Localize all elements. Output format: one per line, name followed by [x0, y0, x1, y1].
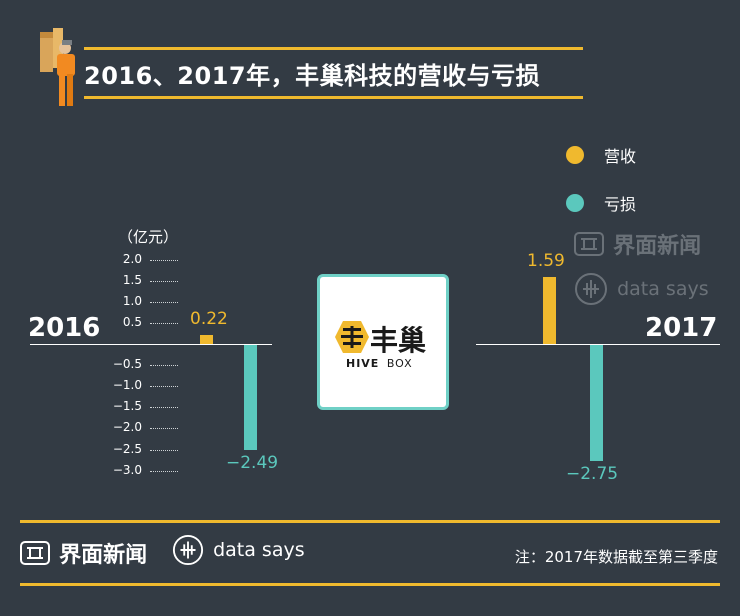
footer-datasays-group: data says	[172, 534, 305, 566]
hivebox-logo-card: 丰巢 HIVE BOX	[317, 274, 449, 410]
y-tick-guide	[150, 386, 178, 388]
y-tick-label: −0.5	[112, 357, 142, 372]
y-tick-label: −2.0	[112, 420, 142, 435]
category-label-2016: 2016	[28, 313, 101, 343]
y-tick-label: −1.0	[112, 378, 142, 393]
category-label-2017: 2017	[645, 313, 718, 343]
legend-label-loss: 亏损	[604, 195, 637, 214]
hivebox-brand-en-a: HIVE	[346, 357, 380, 370]
y-tick-label: −1.5	[112, 399, 142, 414]
bar-revenue-2017	[543, 276, 556, 344]
hivebox-brand-en: HIVE BOX	[346, 357, 413, 370]
footer-brand-group: 界面新闻	[20, 537, 147, 569]
footer-datasays-text: data says	[213, 539, 305, 561]
datasays-footer-logo-icon	[172, 534, 204, 566]
bar-loss-2017	[590, 345, 603, 462]
y-tick-guide	[150, 365, 178, 367]
y-axis-unit: （亿元）	[118, 228, 179, 246]
watermark-datasays-group: data says	[574, 272, 709, 306]
data-label-loss-2016: −2.49	[226, 453, 279, 474]
y-tick-guide	[150, 449, 178, 451]
jiemian-logo-icon	[574, 232, 604, 256]
hivebox-hexagon-icon	[335, 321, 369, 353]
courier-illustration	[40, 28, 75, 106]
y-tick-label: −3.0	[112, 462, 142, 477]
y-tick-label: 1.0	[122, 293, 142, 308]
title-bottom-rule	[84, 96, 583, 99]
y-tick-guide	[150, 259, 178, 261]
y-tick-label: 0.5	[122, 314, 142, 329]
watermark-brand-text: 界面新闻	[613, 234, 702, 259]
datasays-logo-icon	[575, 273, 607, 305]
y-tick-label: 2.0	[122, 251, 142, 266]
jiemian-footer-logo-icon	[20, 541, 50, 565]
legend-swatch-revenue	[566, 146, 584, 164]
title-top-rule	[84, 47, 583, 50]
y-tick-guide	[150, 470, 178, 472]
footer-brand-text: 界面新闻	[59, 543, 148, 568]
y-tick-guide	[150, 301, 178, 303]
baseline-left	[30, 344, 272, 345]
legend-swatch-loss	[566, 194, 584, 212]
data-label-loss-2017: −2.75	[566, 464, 619, 485]
y-tick-guide	[150, 428, 178, 430]
watermark-brand-group: 界面新闻	[574, 228, 701, 260]
footer-top-rule	[20, 520, 720, 523]
data-label-revenue-2016: 0.22	[190, 308, 228, 329]
bar-revenue-2016	[200, 334, 213, 344]
legend-label-revenue: 营收	[604, 147, 637, 166]
y-tick-guide	[150, 280, 178, 282]
chart-title: 2016、2017年，丰巢科技的营收与亏损	[84, 62, 541, 90]
hivebox-brand-en-b: BOX	[386, 357, 413, 370]
watermark-datasays-text: data says	[617, 278, 709, 300]
y-tick-guide	[150, 322, 178, 324]
y-tick-label: 1.5	[122, 272, 142, 287]
footer-bottom-rule	[20, 583, 720, 586]
y-tick-guide	[150, 407, 178, 409]
data-label-revenue-2017: 1.59	[527, 250, 565, 271]
baseline-right	[476, 344, 720, 345]
footer-note: 注：2017年数据截至第三季度	[514, 548, 718, 566]
hivebox-brand-cn: 丰巢	[370, 324, 427, 357]
bar-loss-2016	[244, 345, 257, 451]
y-tick-label: −2.5	[112, 441, 142, 456]
